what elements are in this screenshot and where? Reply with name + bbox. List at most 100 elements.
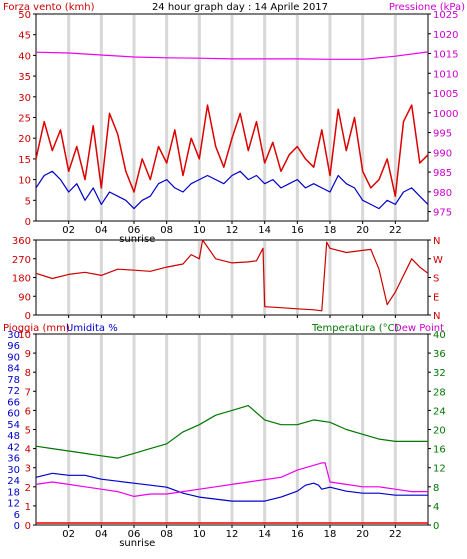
wind-tick-label: 5 <box>25 196 31 207</box>
temperature-tick-label: 20 <box>433 426 446 437</box>
series-wind-avg <box>35 170 429 210</box>
humidity-tick-label: 96 <box>7 341 20 352</box>
wind-tick-label: 10 <box>18 176 31 187</box>
x-tick-label: 18 <box>324 529 337 540</box>
temperature-tick-label: 28 <box>433 387 446 398</box>
humidity-tick-label: 18 <box>7 487 20 498</box>
humidity-tick-label: 30 <box>7 330 20 341</box>
compass-tick-label: N <box>433 236 440 247</box>
series-pressure <box>35 51 429 60</box>
humidity-tick-label: 42 <box>7 442 20 453</box>
rain-tick-label: 7 <box>25 387 31 398</box>
humidity-tick-label: 48 <box>7 431 20 442</box>
header-left-label: Forza vento (kmh) <box>3 2 95 13</box>
series-wind-direction <box>35 239 429 312</box>
sunrise-label: sunrise <box>119 234 155 245</box>
direction-tick-label: 180 <box>12 274 31 285</box>
temperature-tick-label: 0 <box>433 521 439 532</box>
wind-tick-label: 0 <box>25 217 31 228</box>
x-tick-label: 10 <box>193 225 206 236</box>
x-tick-label: 20 <box>356 529 369 540</box>
temperature-tick-label: 8 <box>433 483 439 494</box>
pressure-tick-label: 1000 <box>433 109 458 120</box>
humidity-axis-title: Umidita % <box>66 323 118 334</box>
series-wind-gust <box>35 104 429 197</box>
humidity-tick-label: 36 <box>7 454 20 465</box>
humidity-tick-label: 0 <box>14 521 20 532</box>
pressure-tick-label: 975 <box>433 208 452 219</box>
axis-layer: 0510152025303540455097598098599099510001… <box>7 10 458 549</box>
rain-tick-label: 5 <box>25 426 31 437</box>
pressure-tick-label: 1010 <box>433 69 458 80</box>
compass-tick-label: E <box>433 292 439 303</box>
header-right-label: Pressione (kPa) <box>389 2 465 13</box>
temperature-tick-label: 36 <box>433 349 446 360</box>
pressure-tick-label: 985 <box>433 168 452 179</box>
humidity-tick-label: 60 <box>7 409 20 420</box>
x-tick-label: 08 <box>160 225 173 236</box>
temperature-tick-label: 16 <box>433 445 446 456</box>
x-tick-label: 18 <box>324 225 337 236</box>
x-tick-label: 20 <box>356 225 369 236</box>
x-tick-label: 16 <box>291 225 304 236</box>
temperature-tick-label: 12 <box>433 464 446 475</box>
x-tick-label: 06 <box>128 225 141 236</box>
x-tick-label: 16 <box>291 529 304 540</box>
series-dewpoint <box>35 462 428 497</box>
compass-tick-label: S <box>433 274 439 285</box>
pressure-tick-label: 1015 <box>433 50 458 61</box>
x-tick-label: 06 <box>128 529 141 540</box>
rain-tick-label: 8 <box>25 368 31 379</box>
wind-tick-label: 35 <box>18 72 31 83</box>
humidity-tick-label: 12 <box>7 499 20 510</box>
header-title: 24 hour graph day : 14 Aprile 2017 <box>152 2 328 13</box>
x-tick-label: 14 <box>258 529 271 540</box>
pressure-tick-label: 990 <box>433 148 452 159</box>
wind-tick-label: 30 <box>18 93 31 104</box>
x-tick-label: 10 <box>193 529 206 540</box>
rain-tick-label: 2 <box>25 483 31 494</box>
temperature-tick-label: 40 <box>433 330 446 341</box>
grid-layer <box>67 15 397 524</box>
x-tick-label: 12 <box>226 225 239 236</box>
direction-tick-label: 90 <box>18 292 31 303</box>
temperature-tick-label: 32 <box>433 368 446 379</box>
humidity-tick-label: 24 <box>7 476 20 487</box>
rain-tick-label: 9 <box>25 349 31 360</box>
x-tick-label: 22 <box>389 225 402 236</box>
x-tick-label: 14 <box>258 225 271 236</box>
dewpoint-axis-title: Dew Point <box>394 323 444 334</box>
rain-tick-label: 3 <box>25 464 31 475</box>
pressure-tick-label: 1025 <box>433 10 458 21</box>
pressure-tick-label: 995 <box>433 129 452 140</box>
humidity-tick-label: 72 <box>7 386 20 397</box>
rain-tick-label: 6 <box>25 406 31 417</box>
humidity-tick-label: 66 <box>7 397 20 408</box>
x-tick-label: 02 <box>62 529 75 540</box>
direction-tick-label: 0 <box>25 311 31 322</box>
wind-tick-label: 15 <box>18 155 31 166</box>
x-tick-label: 08 <box>160 529 173 540</box>
pressure-tick-label: 980 <box>433 188 452 199</box>
x-tick-label: 04 <box>95 225 108 236</box>
temperature-tick-label: 4 <box>433 502 439 513</box>
rain-tick-label: 4 <box>25 445 31 456</box>
wind-tick-label: 45 <box>18 31 31 42</box>
direction-tick-label: 360 <box>12 236 31 247</box>
wind-tick-label: 25 <box>18 114 31 125</box>
pressure-tick-label: 1020 <box>433 30 458 41</box>
series-layer <box>35 51 429 524</box>
x-tick-label: 22 <box>389 529 402 540</box>
rain-tick-label: 1 <box>25 502 31 513</box>
sunrise-label: sunrise <box>119 538 155 549</box>
direction-tick-label: 270 <box>12 255 31 266</box>
x-tick-label: 12 <box>226 529 239 540</box>
series-humidity <box>35 472 428 502</box>
compass-tick-label: N <box>433 311 440 322</box>
humidity-tick-label: 84 <box>7 364 20 375</box>
rain-tick-label: 0 <box>25 521 31 532</box>
temperature-tick-label: 24 <box>433 406 446 417</box>
humidity-tick-label: 6 <box>14 510 20 521</box>
wind-tick-label: 40 <box>18 51 31 62</box>
